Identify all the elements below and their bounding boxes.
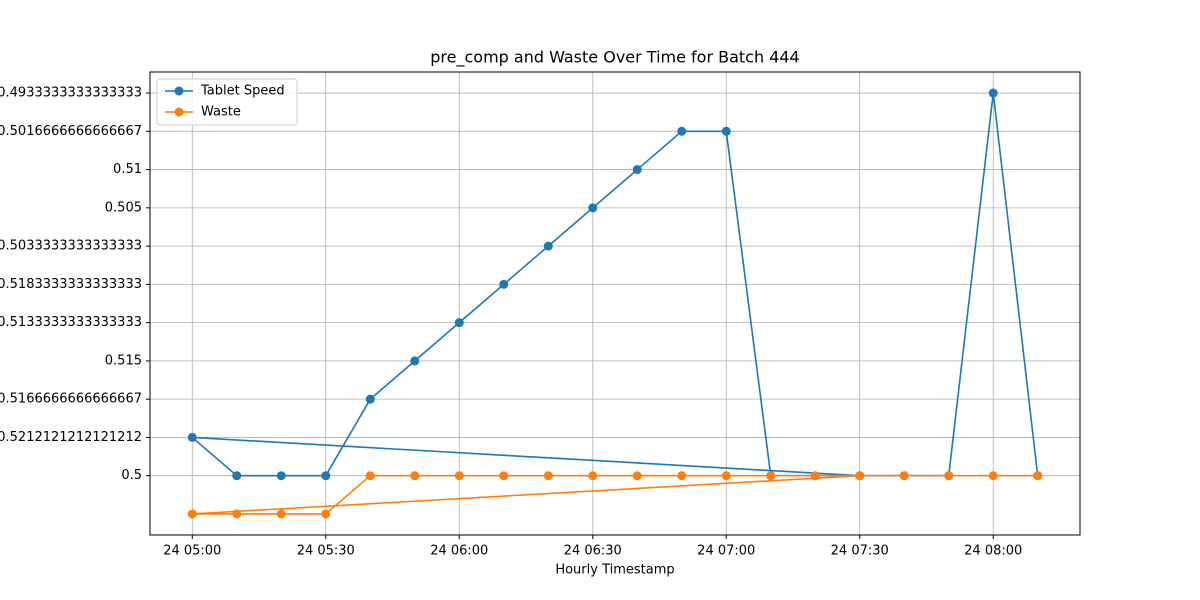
y-tick-label: 0.505 <box>105 200 142 215</box>
legend-marker <box>174 107 184 117</box>
y-tick-label: 0.515 <box>105 353 142 368</box>
data-point <box>899 471 909 481</box>
data-point <box>1033 471 1043 481</box>
x-axis-label: Hourly Timestamp <box>555 563 674 578</box>
y-tick-label: 0.51 <box>113 162 142 177</box>
data-point <box>454 318 464 328</box>
data-point <box>988 471 998 481</box>
plot-frame <box>149 71 1081 536</box>
data-point <box>588 203 598 213</box>
x-tick-label: 24 08:00 <box>964 544 1022 559</box>
data-point <box>677 471 687 481</box>
data-point <box>276 509 286 519</box>
data-point <box>499 471 509 481</box>
y-tick-label: 0.5166666666666667 <box>0 392 142 407</box>
y-tick-label: 0.5133333333333333 <box>0 315 142 330</box>
y-tick-label: 0.4933333333333333 <box>0 86 142 101</box>
y-tick-label: 0.5033333333333333 <box>0 239 142 254</box>
x-tick-label: 24 06:00 <box>430 544 488 559</box>
data-point <box>988 88 998 98</box>
data-point <box>543 241 553 251</box>
data-point <box>410 356 420 366</box>
x-tick-label: 24 07:30 <box>831 544 889 559</box>
y-tick-label: 0.5183333333333333 <box>0 277 142 292</box>
data-point <box>499 279 509 289</box>
y-tick-label: 0.5016666666666667 <box>0 124 142 139</box>
data-point <box>677 126 687 136</box>
data-point <box>721 126 731 136</box>
data-point <box>365 471 375 481</box>
data-point <box>721 471 731 481</box>
data-point <box>543 471 553 481</box>
data-point <box>766 471 776 481</box>
series-line <box>192 474 1038 515</box>
data-point <box>454 471 464 481</box>
y-tick-label: 0.5212121212121212 <box>0 430 142 445</box>
data-point <box>232 471 242 481</box>
x-tick-label: 24 05:00 <box>163 544 221 559</box>
x-tick-label: 24 06:30 <box>564 544 622 559</box>
x-tick-label: 24 07:00 <box>697 544 755 559</box>
data-point <box>232 509 242 519</box>
legend-label: Waste <box>201 105 241 120</box>
data-point <box>365 394 375 404</box>
legend-marker <box>174 86 184 96</box>
data-point <box>632 165 642 175</box>
data-point <box>810 471 820 481</box>
data-point <box>187 509 197 519</box>
data-point <box>187 432 197 442</box>
data-point <box>855 471 865 481</box>
data-point <box>632 471 642 481</box>
data-point <box>410 471 420 481</box>
y-tick-label: 0.5 <box>121 468 142 483</box>
chart-title: pre_comp and Waste Over Time for Batch 4… <box>430 48 799 68</box>
x-tick-label: 24 05:30 <box>297 544 355 559</box>
data-point <box>321 471 331 481</box>
data-point <box>276 471 286 481</box>
legend: Tablet Speed Waste <box>156 78 298 126</box>
data-point <box>588 471 598 481</box>
data-point <box>321 509 331 519</box>
legend-label: Tablet Speed <box>200 84 285 99</box>
data-point <box>944 471 954 481</box>
